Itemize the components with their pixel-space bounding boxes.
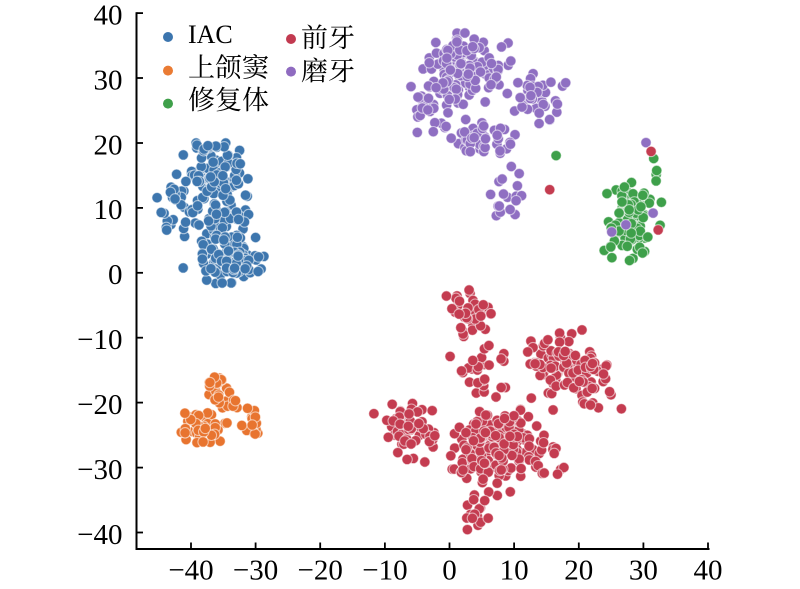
svg-text:−40: −40 <box>168 555 213 587</box>
svg-text:−10: −10 <box>77 324 122 356</box>
svg-text:−20: −20 <box>298 555 343 587</box>
svg-text:10: 10 <box>500 555 529 587</box>
svg-text:10: 10 <box>94 194 123 226</box>
svg-text:20: 20 <box>94 129 123 161</box>
svg-text:40: 40 <box>694 555 723 587</box>
svg-text:−40: −40 <box>77 519 122 551</box>
svg-text:0: 0 <box>442 555 457 587</box>
svg-text:IAC: IAC <box>188 20 233 49</box>
svg-text:−30: −30 <box>233 555 278 587</box>
svg-text:0: 0 <box>108 259 123 291</box>
svg-text:−20: −20 <box>77 389 122 421</box>
svg-text:−30: −30 <box>77 454 122 486</box>
svg-text:30: 30 <box>629 555 658 587</box>
svg-text:−10: −10 <box>362 555 407 587</box>
svg-text:20: 20 <box>564 555 593 587</box>
svg-text:30: 30 <box>94 64 123 96</box>
svg-text:40: 40 <box>94 0 123 31</box>
